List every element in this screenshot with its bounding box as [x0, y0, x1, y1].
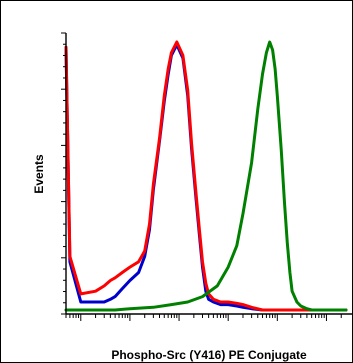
histogram-series-1 — [64, 43, 348, 312]
x-axis-label: Phospho-Src (Y416) PE Conjugate — [111, 348, 307, 362]
histogram-series-3 — [64, 40, 348, 312]
histogram-series-2 — [64, 40, 348, 312]
y-axis-label: Events — [32, 154, 46, 194]
x-axis-ticks — [65, 314, 342, 321]
plot-area — [64, 40, 348, 312]
